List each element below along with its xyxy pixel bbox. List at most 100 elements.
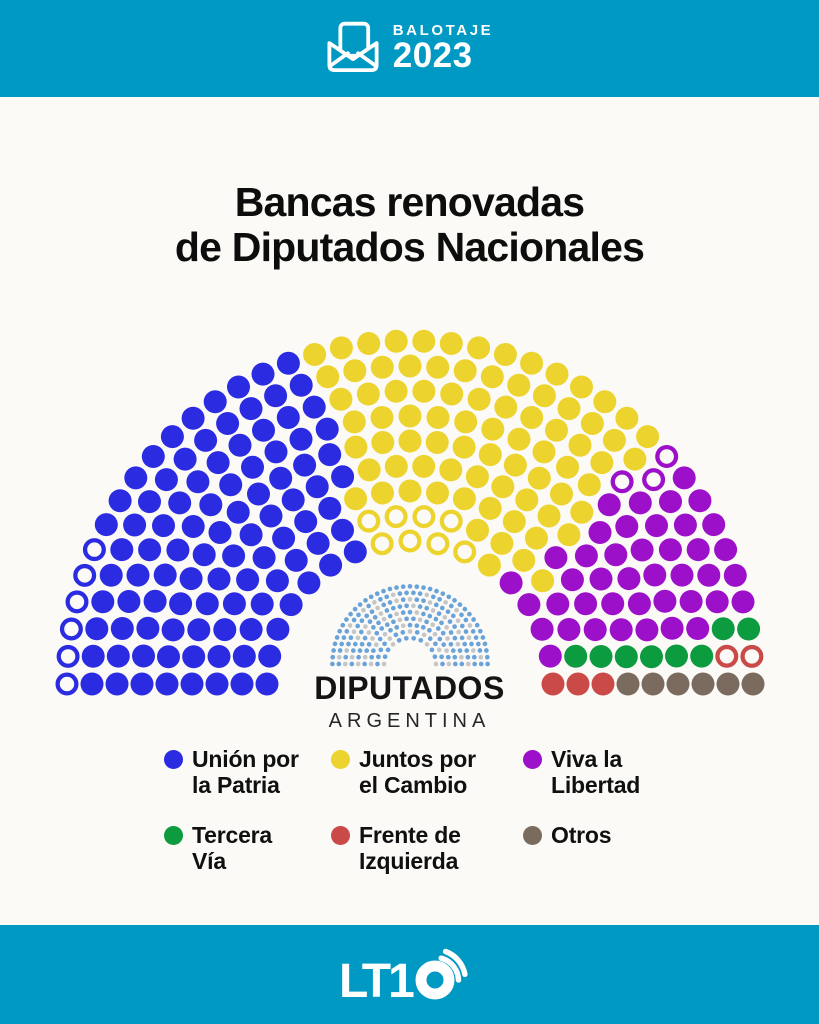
seat-dot-blue [110, 617, 134, 640]
logo-dot [329, 654, 335, 660]
seat-dot-brown [616, 672, 640, 696]
logo-dot [336, 628, 342, 634]
logo-dot [429, 622, 435, 628]
seat-dot-yellow [426, 355, 450, 379]
seat-dot-yellow [412, 379, 436, 403]
logo-dot [435, 626, 441, 631]
logo-dot [451, 654, 457, 660]
seat-dot-blue [315, 417, 339, 441]
seat-dot-blue [222, 544, 246, 568]
seat-dot-yellow [343, 359, 367, 383]
seat-dot-blue [80, 672, 104, 696]
seat-dot-red [541, 672, 565, 696]
seat-dot-blue [173, 447, 197, 471]
seat-dot-blue [232, 644, 256, 668]
seat-dot-yellow [384, 379, 408, 403]
seat-dot-yellow [490, 531, 514, 555]
logo-dot [458, 612, 464, 618]
seat-dot-purple [653, 589, 677, 613]
seat-dot-purple [688, 489, 712, 513]
logo-dot [463, 629, 468, 634]
logo-dot [439, 591, 445, 597]
seat-dot-yellow [480, 365, 504, 389]
seat-dot-blue [258, 644, 282, 668]
legend-item-label: Frente de Izquierda [359, 822, 461, 874]
logo-dot [455, 618, 460, 624]
logo-dot [378, 611, 383, 616]
seat-dot-purple [560, 568, 584, 592]
seat-dot-yellow [453, 359, 477, 383]
legend-item-blue: Unión por la Patria [164, 746, 299, 798]
logo-dot [372, 614, 378, 620]
logo-dot [385, 647, 390, 653]
seat-dot-blue [186, 470, 210, 494]
seat-dot-yellow [623, 447, 647, 471]
logo-dot [442, 600, 448, 605]
seat-dot-purple [615, 515, 639, 538]
seat-dot-yellow [602, 428, 626, 452]
logo-dot [367, 619, 372, 624]
logo-dot [384, 608, 389, 613]
seat-dot-blue [264, 440, 288, 464]
legend-color-dot-brown [523, 826, 542, 845]
seat-dot-yellow [465, 465, 489, 489]
logo-dot [343, 617, 349, 622]
header-badge: BALOTAJE 2023 [393, 23, 494, 75]
logo-dot [355, 635, 360, 641]
seat-dot-blue [222, 592, 246, 616]
seat-dot-purple [702, 513, 726, 537]
logo-dot [371, 600, 377, 605]
logo-dot [368, 661, 373, 667]
seat-dot-blue [126, 563, 150, 587]
logo-dot [421, 632, 426, 638]
logo-dot [445, 609, 450, 615]
legend-item-label: Juntos por el Cambio [359, 746, 476, 798]
seat-dot-blue [208, 521, 232, 544]
logo-dot [448, 641, 453, 647]
logo-dot [393, 625, 399, 630]
seat-dot-blue [152, 514, 175, 538]
logo-dot [441, 614, 447, 620]
header-bar: BALOTAJE 2023 [0, 0, 819, 97]
seat-dot-blue [297, 571, 321, 595]
logo-dot [410, 590, 416, 596]
logo-dot [410, 616, 416, 622]
logo-dot [370, 648, 376, 654]
logo-dot [393, 598, 399, 604]
seat-dot-yellow [426, 406, 450, 429]
seat-dot-yellow [412, 454, 436, 478]
logo-dot [423, 605, 429, 611]
seat-dot-blue [143, 589, 167, 613]
logo-dot [440, 642, 446, 647]
logo-dot [390, 592, 396, 598]
logo-dot [387, 600, 392, 605]
logo-dot [432, 641, 438, 647]
page-title: Bancas renovadas de Diputados Nacionales [0, 179, 819, 270]
seat-dot-yellow [439, 458, 463, 482]
logo-dot [339, 622, 345, 628]
logo-dot [483, 648, 489, 653]
logo-dot [436, 647, 442, 653]
logo-dot [348, 661, 354, 667]
logo-dot [362, 635, 367, 641]
seat-dot-yellow [412, 329, 436, 353]
seat-dot-blue [153, 563, 177, 587]
logo-dot [355, 612, 361, 618]
seat-dot-yellow [557, 523, 581, 547]
seat-dot-purple [628, 491, 652, 515]
seat-dot-yellow [426, 481, 449, 505]
seat-dot-blue [108, 489, 132, 513]
logo-dot [426, 627, 432, 633]
logo-dot [354, 623, 360, 629]
seat-dot-blue [205, 672, 229, 696]
legend-item-label: Unión por la Patria [192, 746, 299, 798]
logo-dot [330, 648, 336, 653]
seat-dot-purple [601, 592, 625, 616]
logo-dot [407, 596, 412, 602]
logo-dot [466, 611, 472, 617]
logo-dot [484, 661, 490, 667]
seat-dot-yellow [477, 553, 501, 577]
logo-dot [463, 648, 469, 653]
seat-dot-purple [627, 592, 651, 616]
seat-dot-yellow-hollow [370, 532, 394, 556]
